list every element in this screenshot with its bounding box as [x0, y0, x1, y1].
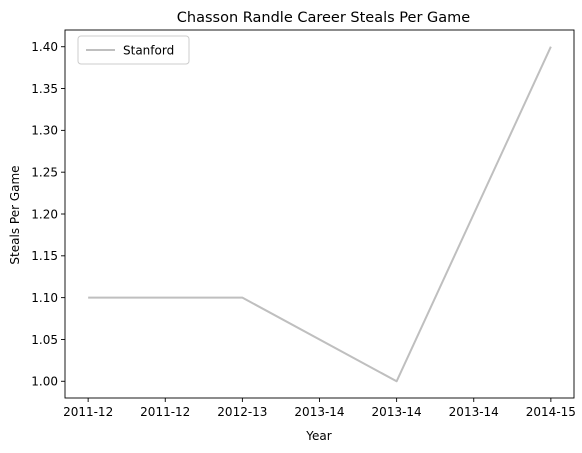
y-tick-label: 1.05	[31, 333, 58, 347]
y-tick-label: 1.15	[31, 249, 58, 263]
y-tick-label: 1.35	[31, 82, 58, 96]
legend: Stanford	[77, 35, 190, 65]
x-tick-label: 2011-12	[63, 405, 113, 419]
x-tick-label: 2013-14	[294, 405, 344, 419]
x-tick-label: 2012-13	[217, 405, 267, 419]
y-tick-label: 1.30	[31, 124, 58, 138]
x-tick-label: 2013-14	[372, 405, 422, 419]
plot-area	[64, 29, 575, 399]
x-tick-label: 2011-12	[140, 405, 190, 419]
legend-box	[77, 35, 190, 65]
plot-frame	[64, 29, 575, 399]
x-axis-label: Year	[305, 429, 331, 443]
series-line-stanford	[88, 46, 552, 383]
y-tick-label: 1.10	[31, 291, 58, 305]
x-tick-label: 2013-14	[449, 405, 499, 419]
legend-label-stanford: Stanford	[123, 44, 174, 58]
y-axis-label: Steals Per Game	[8, 165, 22, 264]
y-tick-label: 1.20	[31, 207, 58, 221]
x-axis: 2011-12 2011-12 2012-13 2013-14 2013-14 2013-…	[63, 398, 576, 419]
y-tick-label: 1.25	[31, 165, 58, 179]
y-tick-label: 1.40	[31, 40, 58, 54]
x-tick-label: 2014-15	[526, 405, 576, 419]
chart-title: Chasson Randle Career Steals Per Game	[177, 10, 470, 26]
y-tick-label: 1.00	[31, 375, 58, 389]
y-axis: 1.00 1.05 1.10 1.15 1.20 1.25 1.30 1.35 1.40	[31, 40, 65, 389]
